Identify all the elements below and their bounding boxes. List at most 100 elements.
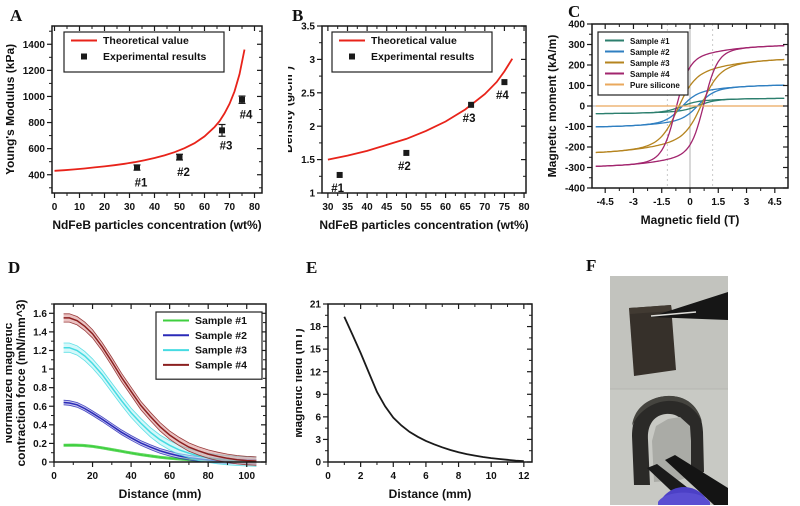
chart-youngs-modulus: #1 #2 #3 #4 0 10 20 30 40 50 60 70 80 400 600 800 1000 12… — [6, 25, 263, 232]
svg-text:400: 400 — [568, 20, 585, 31]
svg-text:1.2: 1.2 — [33, 346, 47, 357]
svg-text:-100: -100 — [565, 122, 585, 133]
svg-text:1000: 1000 — [23, 92, 46, 103]
svg-text:200: 200 — [568, 61, 585, 72]
svg-text:30: 30 — [124, 202, 136, 213]
svg-text:400: 400 — [28, 170, 45, 181]
svg-text:60: 60 — [164, 471, 176, 482]
svg-text:40: 40 — [362, 202, 374, 213]
svg-text:0.2: 0.2 — [33, 439, 47, 450]
magnetic-film-bent — [632, 395, 704, 485]
svg-text:NdFeB particles concentration: NdFeB particles concentration (wt%) — [52, 218, 261, 232]
svg-text:12: 12 — [518, 471, 530, 482]
svg-text:6: 6 — [423, 471, 429, 482]
svg-text:Pure silicone: Pure silicone — [630, 81, 680, 90]
svg-text:80: 80 — [249, 202, 261, 213]
svg-text:0: 0 — [51, 471, 57, 482]
svg-text:-1.5: -1.5 — [653, 197, 671, 208]
svg-text:0: 0 — [315, 458, 321, 469]
svg-text:75: 75 — [499, 202, 511, 213]
panel-label-f: F — [586, 256, 597, 275]
photo-bent-film — [610, 388, 728, 505]
svg-text:65: 65 — [460, 202, 472, 213]
svg-text:-3: -3 — [629, 197, 638, 208]
svg-text:70: 70 — [479, 202, 491, 213]
chart-magnetic-field-decay: 0 2 4 6 8 10 12 0 3 6 9 12 15 18 21 Distance (mm) Magnet… — [296, 300, 533, 501]
svg-text:20: 20 — [87, 471, 99, 482]
svg-text:Experimental results: Experimental results — [103, 51, 206, 63]
svg-text:10: 10 — [486, 471, 498, 482]
svg-text:1.5: 1.5 — [301, 155, 315, 166]
svg-text:60: 60 — [440, 202, 452, 213]
tweezers-icon — [665, 455, 728, 505]
svg-text:#3: #3 — [463, 113, 476, 125]
chart-contraction-force: 0 20 40 60 80 100 0 0.2 0.4 0.6 0.8 1 1.2 1.4 1.6 Dista… — [6, 299, 267, 501]
svg-text:0: 0 — [52, 202, 58, 213]
panel-label-a: A — [10, 6, 23, 25]
svg-text:0: 0 — [41, 458, 47, 469]
svg-text:50: 50 — [401, 202, 413, 213]
panel-label-e: E — [306, 258, 318, 277]
svg-text:#1: #1 — [135, 178, 148, 190]
svg-text:3: 3 — [309, 55, 315, 66]
panel-label-c: C — [568, 2, 581, 21]
svg-text:Distance (mm): Distance (mm) — [119, 487, 202, 501]
svg-text:0: 0 — [325, 471, 331, 482]
svg-text:1.5: 1.5 — [711, 197, 725, 208]
svg-text:30: 30 — [322, 202, 334, 213]
magnetic-film-flat — [629, 305, 676, 376]
svg-text:Density (g/cm³): Density (g/cm³) — [288, 66, 295, 153]
panel-label-b: B — [292, 6, 304, 25]
svg-text:40: 40 — [149, 202, 161, 213]
photo-flat-film — [610, 276, 728, 389]
svg-text:2: 2 — [309, 122, 315, 133]
svg-text:NdFeB particles concentration: NdFeB particles concentration (wt%) — [319, 218, 528, 232]
svg-text:70: 70 — [224, 202, 236, 213]
svg-text:21: 21 — [310, 300, 322, 311]
svg-text:3.5: 3.5 — [301, 22, 315, 33]
svg-text:45: 45 — [381, 202, 393, 213]
svg-text:10: 10 — [74, 202, 86, 213]
svg-text:Distance (mm): Distance (mm) — [389, 487, 472, 501]
svg-text:2: 2 — [358, 471, 364, 482]
svg-text:15: 15 — [310, 345, 322, 356]
tweezers-icon — [650, 292, 728, 320]
svg-text:8: 8 — [456, 471, 462, 482]
svg-text:-400: -400 — [565, 184, 585, 195]
svg-text:Sample #4: Sample #4 — [195, 359, 247, 371]
svg-text:#2: #2 — [177, 167, 190, 179]
svg-text:6: 6 — [315, 412, 321, 423]
svg-text:Sample #3: Sample #3 — [195, 345, 247, 357]
svg-text:#4: #4 — [496, 90, 509, 102]
svg-text:Sample #2: Sample #2 — [195, 330, 247, 342]
svg-text:4.5: 4.5 — [768, 197, 782, 208]
svg-text:1200: 1200 — [23, 66, 46, 77]
svg-text:3: 3 — [744, 197, 750, 208]
svg-text:Sample #4: Sample #4 — [630, 70, 670, 79]
svg-text:Magnetic field (mT): Magnetic field (mT) — [296, 328, 305, 437]
svg-text:Sample #2: Sample #2 — [630, 48, 670, 57]
svg-text:Sample #1: Sample #1 — [195, 315, 247, 327]
svg-text:-4.5: -4.5 — [597, 197, 615, 208]
svg-text:18: 18 — [310, 322, 322, 333]
svg-text:600: 600 — [28, 144, 45, 155]
svg-text:2.5: 2.5 — [301, 88, 315, 99]
svg-text:-300: -300 — [565, 163, 585, 174]
svg-text:Normalized magnetic: Normalized magnetic — [6, 322, 15, 443]
svg-text:50: 50 — [174, 202, 186, 213]
svg-text:1.6: 1.6 — [33, 309, 47, 320]
svg-text:0: 0 — [687, 197, 693, 208]
svg-text:Magnetic moment (kA/m): Magnetic moment (kA/m) — [548, 35, 559, 178]
svg-text:0: 0 — [579, 102, 585, 113]
svg-text:#4: #4 — [240, 110, 253, 122]
svg-text:#3: #3 — [220, 140, 233, 152]
svg-text:1: 1 — [309, 189, 315, 200]
svg-text:60: 60 — [199, 202, 211, 213]
svg-text:800: 800 — [28, 118, 45, 129]
svg-text:100: 100 — [238, 471, 255, 482]
svg-text:300: 300 — [568, 40, 585, 51]
svg-text:100: 100 — [568, 81, 585, 92]
svg-text:20: 20 — [99, 202, 111, 213]
svg-text:12: 12 — [310, 367, 322, 378]
